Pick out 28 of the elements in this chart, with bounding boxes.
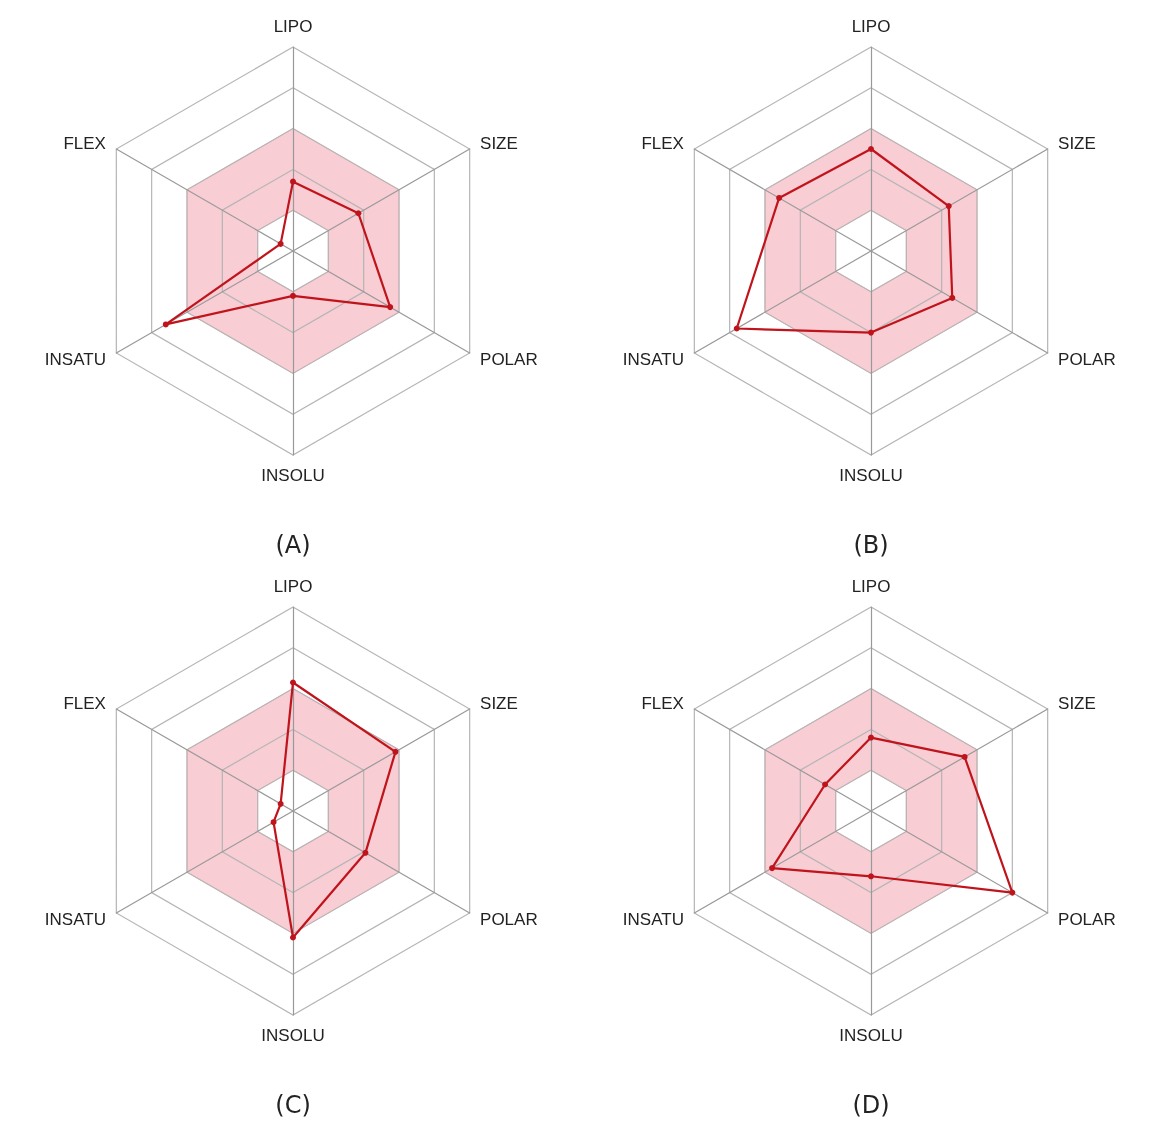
spoke-label: INSATU [622,349,684,369]
text: (C) [275,1091,311,1119]
spoke-label: LIPO [273,17,313,36]
spoke-label: INSOLU [261,466,325,485]
spoke-label: INSOLU [839,466,903,485]
spoke-label: POLAR [1058,349,1116,369]
spoke-label: INSOLU [839,1026,903,1045]
spoke-label: FLEX [641,693,684,713]
spoke-label: SIZE [1058,693,1096,713]
spoke-label: INSATU [44,909,106,929]
spoke-label: LIPO [851,17,891,36]
spoke-label: FLEX [63,693,106,713]
spoke-label: POLAR [480,909,538,929]
spoke-label: FLEX [63,133,106,153]
text: (B) [853,531,889,559]
spoke-label: SIZE [1058,133,1096,153]
spoke-label: LIPO [273,577,313,596]
spoke-label: INSOLU [261,1026,325,1045]
spoke-label: POLAR [1058,909,1116,929]
spoke-label: SIZE [480,693,518,713]
spoke-label: FLEX [641,133,684,153]
text: (D) [852,1091,890,1119]
spoke-label: INSATU [44,349,106,369]
spoke-label: POLAR [480,349,538,369]
spoke-label: LIPO [851,577,891,596]
spoke-label: SIZE [480,133,518,153]
text: (A) [275,531,311,559]
spoke-label: INSATU [622,909,684,929]
